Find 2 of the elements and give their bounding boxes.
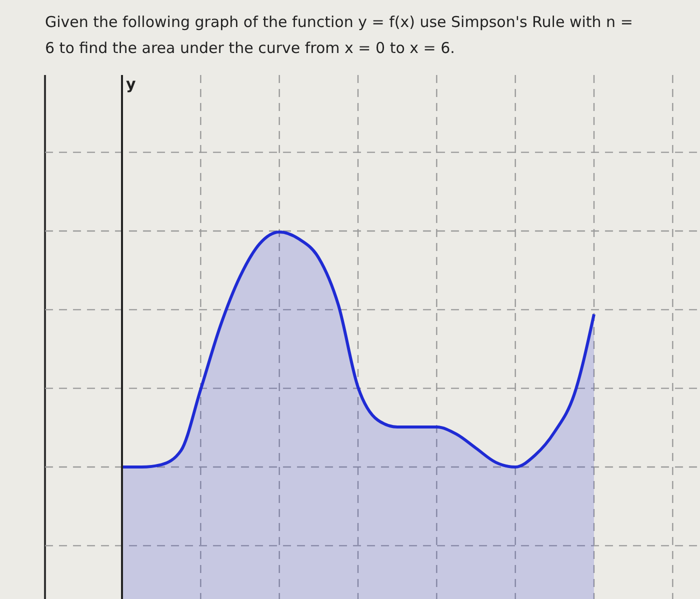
chart-title: Given the following graph of the function y = f(x) use Simpson's Rule with n = 6 to find the area under the curve from x = 0 to x = 6.	[45, 13, 633, 57]
text: y	[126, 75, 136, 93]
